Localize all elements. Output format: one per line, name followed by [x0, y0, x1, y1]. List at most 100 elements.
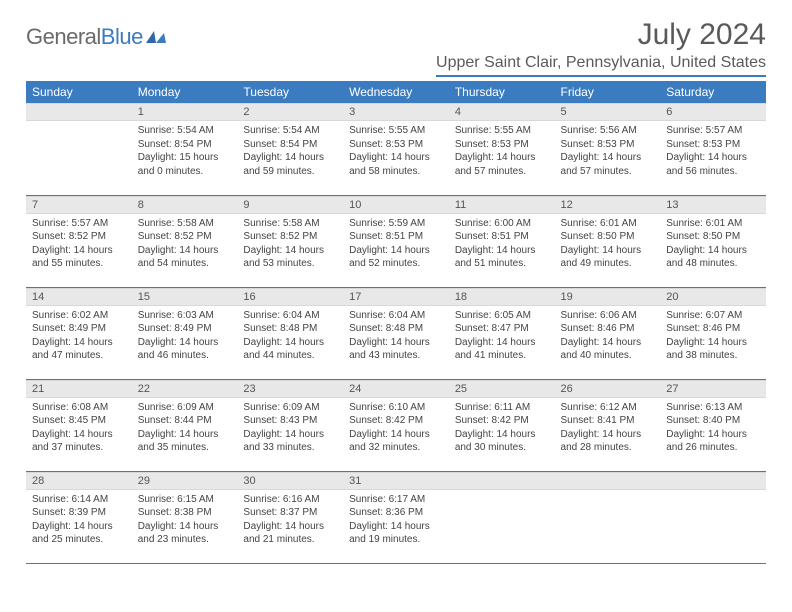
daylight-line: Daylight: 14 hours and 52 minutes.: [349, 244, 443, 271]
day-number-strip: [660, 472, 766, 490]
day-body: Sunrise: 5:58 AMSunset: 8:52 PMDaylight:…: [132, 214, 238, 275]
sunrise-line: Sunrise: 6:06 AM: [561, 309, 655, 323]
weekday-header-row: Sunday Monday Tuesday Wednesday Thursday…: [26, 81, 766, 103]
day-number-strip: 19: [555, 288, 661, 306]
sunrise-line: Sunrise: 6:07 AM: [666, 309, 760, 323]
day-body: Sunrise: 6:12 AMSunset: 8:41 PMDaylight:…: [555, 398, 661, 459]
sunset-line: Sunset: 8:52 PM: [138, 230, 232, 244]
day-body: Sunrise: 6:09 AMSunset: 8:43 PMDaylight:…: [237, 398, 343, 459]
sunset-line: Sunset: 8:39 PM: [32, 506, 126, 520]
daylight-line: Daylight: 15 hours and 0 minutes.: [138, 151, 232, 178]
calendar-table: Sunday Monday Tuesday Wednesday Thursday…: [26, 81, 766, 564]
calendar-day-cell: 25Sunrise: 6:11 AMSunset: 8:42 PMDayligh…: [449, 379, 555, 471]
daylight-line: Daylight: 14 hours and 37 minutes.: [32, 428, 126, 455]
calendar-day-cell: 29Sunrise: 6:15 AMSunset: 8:38 PMDayligh…: [132, 471, 238, 563]
daylight-line: Daylight: 14 hours and 55 minutes.: [32, 244, 126, 271]
sunset-line: Sunset: 8:50 PM: [666, 230, 760, 244]
sunrise-line: Sunrise: 6:15 AM: [138, 493, 232, 507]
logo-text-blue: Blue: [101, 24, 143, 50]
sunrise-line: Sunrise: 5:57 AM: [666, 124, 760, 138]
day-body: Sunrise: 5:57 AMSunset: 8:52 PMDaylight:…: [26, 214, 132, 275]
logo-text-gray: General: [26, 24, 101, 50]
day-number-strip: 23: [237, 380, 343, 398]
calendar-week-row: 1Sunrise: 5:54 AMSunset: 8:54 PMDaylight…: [26, 103, 766, 195]
sunrise-line: Sunrise: 5:55 AM: [349, 124, 443, 138]
month-title: July 2024: [436, 18, 766, 52]
calendar-day-cell: 13Sunrise: 6:01 AMSunset: 8:50 PMDayligh…: [660, 195, 766, 287]
calendar-day-cell: 22Sunrise: 6:09 AMSunset: 8:44 PMDayligh…: [132, 379, 238, 471]
sunset-line: Sunset: 8:53 PM: [561, 138, 655, 152]
calendar-day-cell: 14Sunrise: 6:02 AMSunset: 8:49 PMDayligh…: [26, 287, 132, 379]
day-body: Sunrise: 6:15 AMSunset: 8:38 PMDaylight:…: [132, 490, 238, 551]
sunrise-line: Sunrise: 5:57 AM: [32, 217, 126, 231]
sunset-line: Sunset: 8:48 PM: [243, 322, 337, 336]
calendar-week-row: 7Sunrise: 5:57 AMSunset: 8:52 PMDaylight…: [26, 195, 766, 287]
day-body: Sunrise: 6:04 AMSunset: 8:48 PMDaylight:…: [237, 306, 343, 367]
sunrise-line: Sunrise: 5:59 AM: [349, 217, 443, 231]
sunset-line: Sunset: 8:53 PM: [349, 138, 443, 152]
daylight-line: Daylight: 14 hours and 26 minutes.: [666, 428, 760, 455]
daylight-line: Daylight: 14 hours and 47 minutes.: [32, 336, 126, 363]
sunset-line: Sunset: 8:53 PM: [666, 138, 760, 152]
sunset-line: Sunset: 8:50 PM: [561, 230, 655, 244]
day-number-strip: 1: [132, 103, 238, 121]
sunrise-line: Sunrise: 5:54 AM: [243, 124, 337, 138]
sunrise-line: Sunrise: 6:04 AM: [243, 309, 337, 323]
daylight-line: Daylight: 14 hours and 19 minutes.: [349, 520, 443, 547]
calendar-day-cell: 23Sunrise: 6:09 AMSunset: 8:43 PMDayligh…: [237, 379, 343, 471]
sunset-line: Sunset: 8:40 PM: [666, 414, 760, 428]
calendar-day-cell: 24Sunrise: 6:10 AMSunset: 8:42 PMDayligh…: [343, 379, 449, 471]
sunset-line: Sunset: 8:38 PM: [138, 506, 232, 520]
sunrise-line: Sunrise: 6:17 AM: [349, 493, 443, 507]
sunset-line: Sunset: 8:43 PM: [243, 414, 337, 428]
day-number-strip: 6: [660, 103, 766, 121]
day-body: Sunrise: 6:11 AMSunset: 8:42 PMDaylight:…: [449, 398, 555, 459]
daylight-line: Daylight: 14 hours and 35 minutes.: [138, 428, 232, 455]
sunset-line: Sunset: 8:42 PM: [349, 414, 443, 428]
daylight-line: Daylight: 14 hours and 21 minutes.: [243, 520, 337, 547]
daylight-line: Daylight: 14 hours and 32 minutes.: [349, 428, 443, 455]
day-body: Sunrise: 6:02 AMSunset: 8:49 PMDaylight:…: [26, 306, 132, 367]
sunset-line: Sunset: 8:53 PM: [455, 138, 549, 152]
sunset-line: Sunset: 8:44 PM: [138, 414, 232, 428]
day-number-strip: 22: [132, 380, 238, 398]
daylight-line: Daylight: 14 hours and 28 minutes.: [561, 428, 655, 455]
weekday-header: Wednesday: [343, 81, 449, 103]
calendar-day-cell: 20Sunrise: 6:07 AMSunset: 8:46 PMDayligh…: [660, 287, 766, 379]
daylight-line: Daylight: 14 hours and 49 minutes.: [561, 244, 655, 271]
day-number-strip: 10: [343, 196, 449, 214]
daylight-line: Daylight: 14 hours and 57 minutes.: [455, 151, 549, 178]
daylight-line: Daylight: 14 hours and 51 minutes.: [455, 244, 549, 271]
weekday-header: Thursday: [449, 81, 555, 103]
day-number-strip: 7: [26, 196, 132, 214]
sunrise-line: Sunrise: 5:56 AM: [561, 124, 655, 138]
sunrise-line: Sunrise: 5:58 AM: [243, 217, 337, 231]
sunset-line: Sunset: 8:37 PM: [243, 506, 337, 520]
day-number-strip: 25: [449, 380, 555, 398]
day-number-strip: 27: [660, 380, 766, 398]
calendar-day-cell: 17Sunrise: 6:04 AMSunset: 8:48 PMDayligh…: [343, 287, 449, 379]
daylight-line: Daylight: 14 hours and 54 minutes.: [138, 244, 232, 271]
day-number-strip: 3: [343, 103, 449, 121]
daylight-line: Daylight: 14 hours and 23 minutes.: [138, 520, 232, 547]
calendar-day-cell: 7Sunrise: 5:57 AMSunset: 8:52 PMDaylight…: [26, 195, 132, 287]
day-number-strip: 29: [132, 472, 238, 490]
day-number-strip: 17: [343, 288, 449, 306]
day-number-strip: [449, 472, 555, 490]
sunset-line: Sunset: 8:51 PM: [349, 230, 443, 244]
day-body: Sunrise: 5:56 AMSunset: 8:53 PMDaylight:…: [555, 121, 661, 182]
calendar-day-cell: 19Sunrise: 6:06 AMSunset: 8:46 PMDayligh…: [555, 287, 661, 379]
sunrise-line: Sunrise: 6:05 AM: [455, 309, 549, 323]
sunset-line: Sunset: 8:49 PM: [32, 322, 126, 336]
calendar-day-cell: 30Sunrise: 6:16 AMSunset: 8:37 PMDayligh…: [237, 471, 343, 563]
location-label: Upper Saint Clair, Pennsylvania, United …: [436, 54, 766, 77]
day-body: Sunrise: 6:09 AMSunset: 8:44 PMDaylight:…: [132, 398, 238, 459]
day-number-strip: 13: [660, 196, 766, 214]
sunset-line: Sunset: 8:46 PM: [561, 322, 655, 336]
sunrise-line: Sunrise: 6:14 AM: [32, 493, 126, 507]
sunrise-line: Sunrise: 6:04 AM: [349, 309, 443, 323]
sunset-line: Sunset: 8:51 PM: [455, 230, 549, 244]
day-body: Sunrise: 6:16 AMSunset: 8:37 PMDaylight:…: [237, 490, 343, 551]
day-body: Sunrise: 6:03 AMSunset: 8:49 PMDaylight:…: [132, 306, 238, 367]
day-body: Sunrise: 6:00 AMSunset: 8:51 PMDaylight:…: [449, 214, 555, 275]
